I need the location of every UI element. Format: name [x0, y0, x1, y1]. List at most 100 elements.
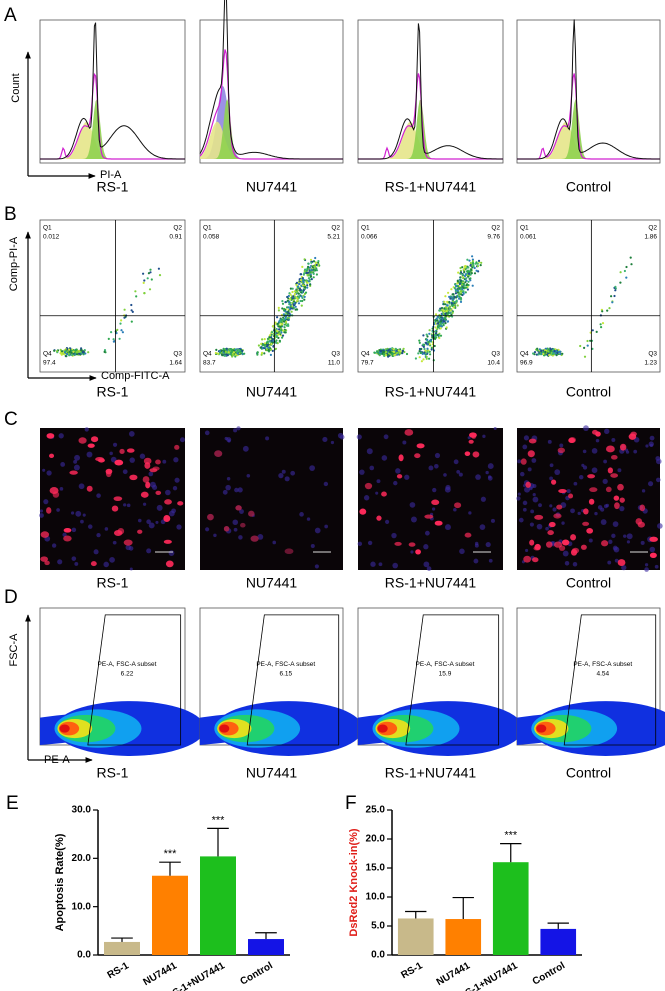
scatter-dot [467, 270, 470, 273]
nucleus-blue [582, 449, 587, 454]
density-level [59, 724, 70, 733]
nucleus-red [142, 476, 150, 483]
scatter-dot [589, 339, 592, 342]
nucleus-blue [233, 527, 238, 532]
nucleus-red [359, 508, 367, 515]
scatter-dot [288, 312, 291, 315]
scatter-dot [280, 331, 283, 334]
scatter-dot [282, 316, 285, 319]
scatter-dot [470, 272, 473, 275]
nucleus-blue [522, 500, 528, 506]
nucleus-blue [444, 524, 451, 531]
nucleus-red [570, 534, 577, 541]
scatter-dot [314, 256, 317, 260]
scatter-dot [280, 329, 283, 332]
scatter-dot [315, 269, 319, 272]
nucleus-red [558, 489, 567, 494]
scatter-dot [112, 338, 115, 341]
scatter-dot [296, 299, 299, 302]
nucleus-blue [284, 476, 290, 482]
scatter-dot [281, 334, 285, 337]
scatter-dot [434, 334, 437, 337]
scatter-dot [80, 349, 83, 352]
scatter-dot [118, 337, 121, 340]
scatter-dot [630, 263, 633, 266]
scatter-dot [291, 290, 294, 294]
scatter-dot [308, 266, 311, 269]
panel-letter: E [6, 793, 19, 814]
scatter-dot [303, 272, 306, 275]
scatter-dot [472, 265, 475, 268]
nucleus-blue [239, 509, 244, 514]
nucleus-red [547, 530, 554, 536]
scatter-dot [426, 347, 429, 350]
scatter-dot [384, 354, 387, 357]
scatter-dot [299, 299, 302, 303]
nucleus-red [394, 541, 402, 546]
nucleus-blue [385, 519, 390, 524]
scatter-dot [447, 291, 450, 294]
nucleus-blue [434, 452, 441, 459]
scatter-dot [459, 272, 462, 275]
scatter-dot [289, 303, 292, 306]
scatter-dot [469, 277, 472, 280]
scatter-dot [418, 347, 421, 351]
scatter-dot [613, 294, 616, 298]
nucleus-blue [516, 496, 521, 501]
nucleus-red [87, 443, 95, 448]
scatter-dot [59, 352, 62, 355]
scatter-dot [425, 357, 428, 360]
scatter-dot [452, 306, 455, 309]
nucleus-blue [367, 540, 373, 546]
nucleus-blue [205, 527, 210, 532]
nucleus-red [617, 483, 624, 491]
scatter-frame [516, 219, 661, 373]
scatter-dot [614, 285, 617, 288]
nucleus-blue [566, 489, 571, 494]
scatter-dot [546, 353, 549, 356]
nucleus-blue [434, 463, 439, 469]
scatter-dot [293, 304, 296, 307]
nucleus-red [617, 559, 626, 567]
scatter-dot [295, 281, 299, 284]
nucleus-blue [109, 557, 115, 563]
nucleus-blue [112, 540, 117, 545]
nucleus-blue [60, 462, 66, 467]
scatter-dot [130, 320, 133, 323]
nucleus-blue [641, 489, 646, 493]
nucleus-red [613, 495, 620, 501]
scatter-dot [288, 301, 291, 304]
nucleus-blue [314, 564, 319, 569]
scatter-dot [373, 351, 376, 354]
scatter-dot [451, 311, 454, 314]
nucleus-blue [73, 464, 80, 471]
nucleus-blue [204, 430, 210, 436]
scatter-dot [281, 302, 285, 305]
scatter-dot [443, 300, 446, 303]
group-label: NU7441 [246, 765, 298, 781]
nucleus-blue [383, 434, 389, 440]
nucleus-red [40, 556, 49, 562]
nucleus-blue [525, 548, 529, 553]
nucleus-blue [475, 474, 481, 480]
scatter-dot [256, 351, 259, 354]
scatter-dot [74, 349, 77, 352]
scatter-dot [116, 328, 119, 331]
bar [200, 856, 236, 955]
scatter-dot [600, 326, 603, 329]
nucleus-blue [146, 519, 151, 525]
scatter-dot [301, 299, 304, 303]
gate-label: PE-A, FSC-A subset [256, 661, 315, 668]
scatter-dot [456, 282, 459, 285]
scatter-dot [454, 292, 457, 295]
nucleus-red [561, 539, 570, 546]
scatter-dot [295, 308, 298, 311]
scatter-dot [430, 348, 433, 351]
nucleus-blue [265, 436, 270, 441]
scatter-dot [294, 305, 297, 308]
nucleus-blue [467, 436, 471, 440]
nucleus-red [619, 497, 625, 503]
scatter-dot [471, 255, 474, 258]
nucleus-red [140, 491, 149, 498]
scatter-dot [276, 330, 279, 333]
